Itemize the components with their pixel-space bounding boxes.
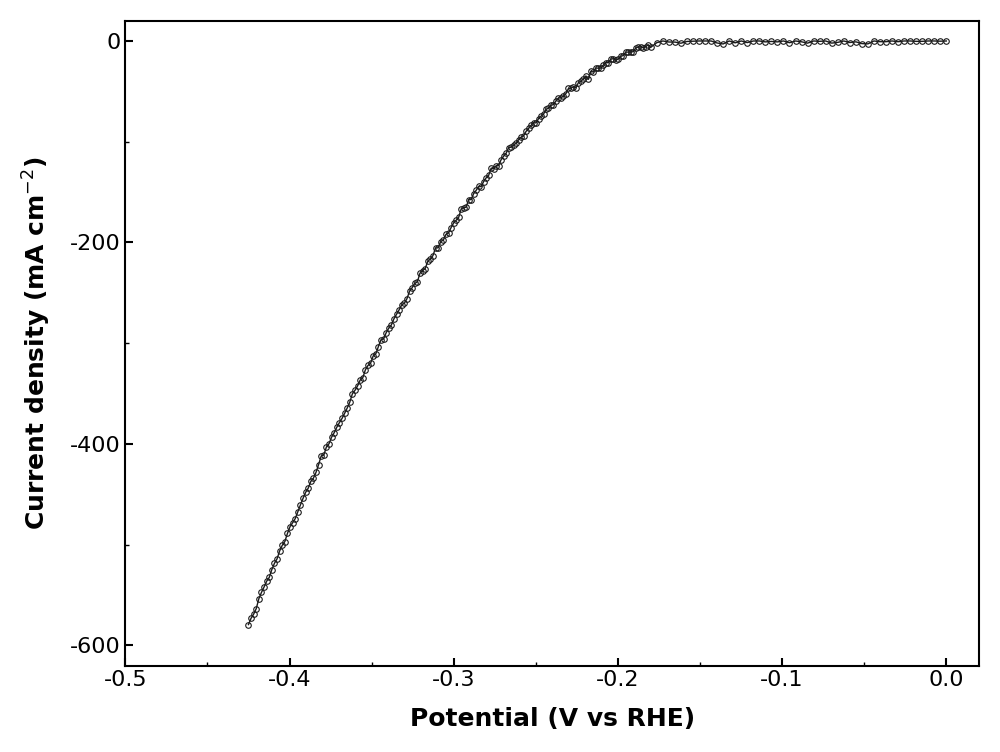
Y-axis label: Current density (mA cm$^{-2}$): Current density (mA cm$^{-2}$) [21, 156, 53, 530]
X-axis label: Potential (V vs RHE): Potential (V vs RHE) [410, 707, 695, 731]
